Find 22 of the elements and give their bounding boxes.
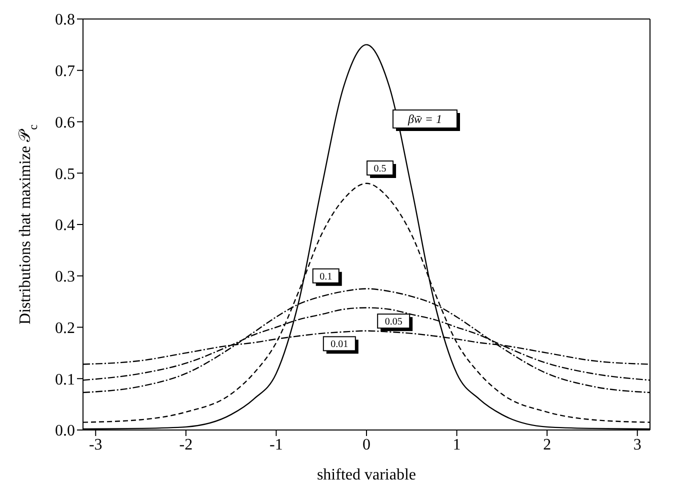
y-tick-label: 0.8 (55, 12, 75, 29)
annotation: 0.05 (384, 316, 402, 328)
x-tick-label: 2 (543, 436, 552, 454)
x-tick-label: 3 (633, 436, 642, 454)
x-tick-label: -3 (88, 436, 102, 454)
x-tick-label: -1 (270, 436, 283, 454)
x-tick-label: 1 (452, 436, 461, 454)
x-axis-title: shifted variable (316, 466, 416, 484)
y-tick-label: 0.7 (55, 63, 75, 80)
annotation: 0.1 (320, 271, 332, 282)
y-tick-label: 0.4 (55, 217, 75, 234)
y-tick-label: 0.6 (55, 114, 75, 132)
annotation: 0.01 (330, 339, 348, 350)
x-tick-label: -2 (179, 436, 193, 454)
y-tick-label: 0.5 (55, 166, 75, 183)
y-tick-label: 0.3 (55, 268, 75, 286)
y-tick-label: 0.0 (55, 422, 75, 440)
y-tick-label: 0.1 (55, 371, 75, 388)
annotation: βw̄ = 1 (406, 112, 442, 126)
annotation: 0.5 (374, 163, 386, 174)
y-tick-label: 0.2 (55, 320, 75, 337)
x-tick-label: 0 (362, 436, 370, 454)
